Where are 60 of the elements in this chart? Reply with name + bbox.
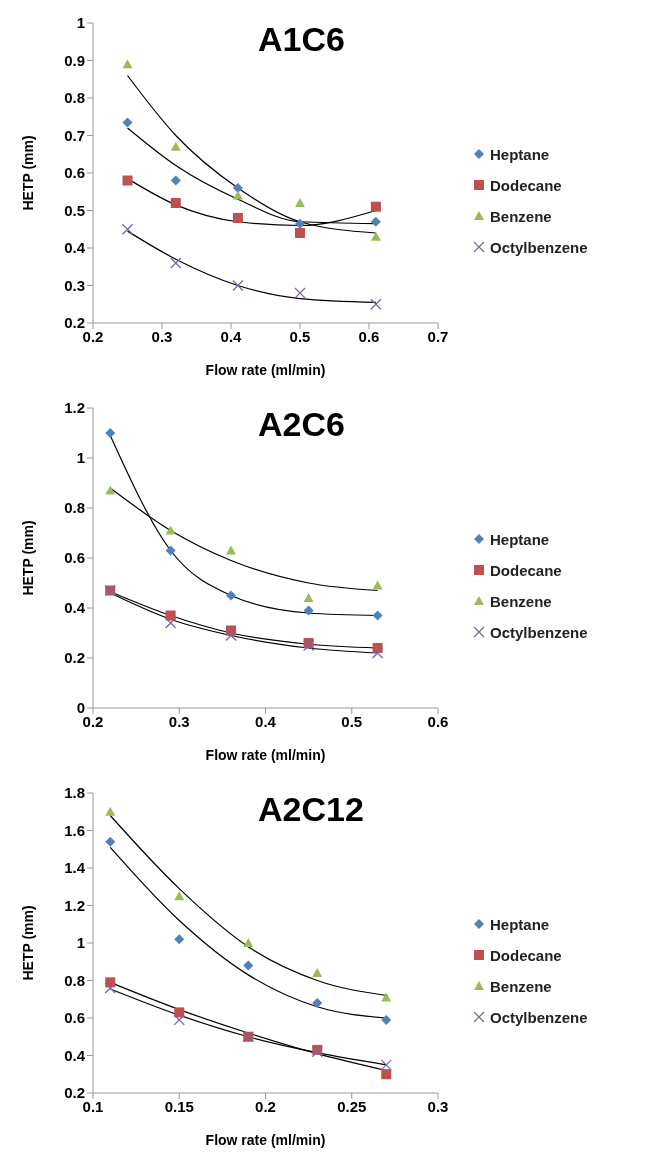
y-tick-label: 0.9 — [64, 51, 85, 69]
x-tick-label: 0.4 — [255, 712, 277, 730]
y-tick-label: 1 — [76, 449, 85, 467]
y-tick-label: 0.8 — [64, 971, 85, 989]
x-tick-label: 0.6 — [358, 327, 380, 345]
legend-label: Benzene — [490, 592, 552, 610]
y-axis-title: HETP (mm) — [19, 135, 36, 211]
chart-title: A2C6 — [258, 405, 345, 444]
y-tick-label: 0.2 — [64, 1084, 85, 1102]
y-tick-label: 0.2 — [64, 314, 85, 332]
chart-title: A1C6 — [258, 20, 345, 59]
y-tick-label: 1.4 — [64, 859, 86, 877]
y-tick-label: 0.4 — [64, 1046, 86, 1064]
y-tick-label: 0.6 — [64, 164, 85, 182]
x-tick-label: 0.5 — [341, 712, 363, 730]
legend-label: Octylbenzene — [490, 623, 588, 641]
x-tick-label: 0.6 — [427, 712, 449, 730]
legend-label: Octylbenzene — [490, 238, 588, 256]
x-axis-title: Flow rate (ml/min) — [205, 747, 326, 763]
legend-label: Heptane — [490, 915, 550, 933]
y-tick-label: 0.8 — [64, 89, 85, 107]
legend-label: Heptane — [490, 145, 550, 163]
x-tick-label: 0.4 — [220, 327, 243, 345]
legend-label: Dodecane — [490, 561, 562, 579]
y-tick-label: 1.2 — [64, 399, 85, 417]
x-tick-label: 0.2 — [255, 1097, 276, 1115]
y-tick-label: 0.7 — [64, 126, 85, 144]
y-tick-label: 0.4 — [64, 599, 86, 617]
x-tick-label: 0.3 — [168, 712, 190, 730]
y-tick-label: 0.5 — [64, 201, 85, 219]
y-tick-label: 1 — [76, 14, 85, 32]
y-axis-title: HETP (mm) — [19, 520, 36, 596]
legend-label: Octylbenzene — [490, 1008, 588, 1026]
y-axis-title: HETP (mm) — [19, 905, 36, 981]
y-tick-label: 0.6 — [64, 549, 85, 567]
legend-label: Benzene — [490, 977, 552, 995]
y-tick-label: 0.6 — [64, 1009, 85, 1027]
legend-label: Benzene — [490, 207, 552, 225]
y-tick-label: 1.6 — [64, 821, 85, 839]
chart-title: A2C12 — [258, 790, 364, 829]
y-tick-label: 1.8 — [64, 784, 85, 802]
x-tick-label: 0.3 — [151, 327, 173, 345]
y-tick-label: 1 — [76, 934, 85, 952]
x-tick-label: 0.7 — [427, 327, 449, 345]
y-tick-label: 1.2 — [64, 896, 85, 914]
x-tick-label: 0.15 — [164, 1097, 194, 1115]
legend-label: Dodecane — [490, 946, 562, 964]
y-tick-label: 0.8 — [64, 499, 85, 517]
legend-label: Heptane — [490, 530, 550, 548]
y-tick-label: 0.2 — [64, 649, 85, 667]
x-tick-label: 0.1 — [82, 1097, 104, 1115]
x-tick-label: 0.5 — [289, 327, 311, 345]
y-tick-label: 0.3 — [64, 276, 85, 294]
x-tick-label: 0.3 — [427, 1097, 449, 1115]
x-tick-label: 0.25 — [337, 1097, 367, 1115]
y-tick-label: 0.4 — [64, 239, 86, 257]
legend-label: Dodecane — [490, 176, 562, 194]
x-axis-title: Flow rate (ml/min) — [205, 362, 326, 378]
y-tick-label: 0 — [76, 699, 85, 717]
x-axis-title: Flow rate (ml/min) — [205, 1132, 326, 1148]
